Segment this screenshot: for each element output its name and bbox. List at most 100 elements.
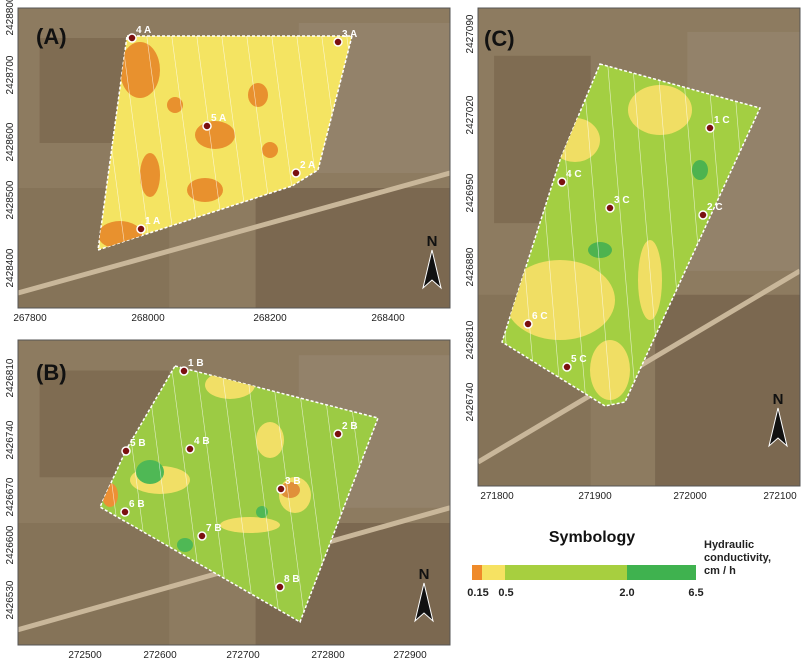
sample-point-label: 5 B: [130, 438, 146, 449]
conductivity-zone: [590, 340, 630, 400]
y-tick-label: 2428600: [5, 122, 16, 161]
study-field: [99, 365, 380, 624]
legend-break-label: 2.0: [619, 587, 634, 599]
legend-caption: cm / h: [704, 565, 736, 577]
sample-point: [275, 582, 285, 592]
y-tick-label: 2426530: [5, 580, 16, 619]
x-tick-label: 271900: [578, 491, 612, 502]
x-tick-label: 268400: [371, 313, 405, 324]
sample-point: [333, 429, 343, 439]
legend-swatch: [505, 565, 627, 580]
map-panel: [18, 340, 450, 645]
sample-point-label: 4 A: [136, 25, 151, 36]
field-parcel: [255, 188, 450, 308]
conductivity-zone: [120, 42, 160, 98]
north-arrow: [768, 407, 788, 448]
x-tick-label: 272500: [68, 650, 102, 658]
panel-label: (A): [36, 24, 67, 49]
legend-swatch: [472, 565, 482, 580]
map-panel: [18, 8, 450, 308]
transect: [627, 64, 669, 406]
sample-point: [202, 121, 212, 131]
y-tick-label: 2427020: [465, 95, 476, 134]
field-parcel: [655, 294, 800, 486]
sample-point: [179, 366, 189, 376]
field-parcel: [18, 523, 170, 645]
road: [18, 170, 450, 296]
sample-point-label: 3 C: [614, 195, 630, 206]
sample-point-label: 2 B: [342, 421, 358, 432]
north-label: N: [773, 391, 784, 408]
sample-point: [120, 507, 130, 517]
legend-swatch: [627, 565, 696, 580]
north-arrow: [422, 249, 442, 290]
transect: [242, 36, 284, 250]
x-tick-label: 272000: [673, 491, 707, 502]
y-tick-label: 2426600: [5, 525, 16, 564]
x-tick-label: 272100: [763, 491, 797, 502]
y-tick-label: 2426740: [5, 420, 16, 459]
transect: [117, 36, 159, 250]
sample-point: [276, 484, 286, 494]
y-tick-label: 2426810: [465, 320, 476, 359]
sample-point-label: 1 C: [714, 115, 730, 126]
legend-caption: Hydraulic: [704, 539, 754, 551]
transect: [142, 36, 184, 250]
x-tick-label: 272900: [393, 650, 427, 658]
legend-break-label: 0.15: [467, 587, 488, 599]
north-label: N: [419, 566, 430, 583]
sample-point-label: 5 A: [211, 113, 226, 124]
north-label: N: [427, 233, 438, 250]
conductivity-zone: [248, 83, 268, 107]
legend-break-label: 0.5: [498, 587, 513, 599]
sample-point-label: 2 C: [707, 202, 723, 213]
x-tick-label: 272600: [143, 650, 177, 658]
transect: [652, 64, 694, 406]
x-tick-label: 272800: [311, 650, 345, 658]
conductivity-zone: [177, 538, 193, 552]
panel-label: (C): [484, 26, 515, 51]
sample-point-label: 7 B: [206, 523, 222, 534]
north-arrow: [414, 582, 434, 623]
x-tick-label: 271800: [480, 491, 514, 502]
panel-frame: [17, 339, 451, 646]
legend-title: Symbology: [549, 529, 635, 546]
y-tick-label: 2426880: [465, 247, 476, 286]
conductivity-zone: [195, 121, 235, 149]
transect: [242, 366, 284, 622]
sample-point: [698, 210, 708, 220]
transect: [602, 64, 644, 406]
panel-frame: [17, 7, 451, 309]
sample-point: [136, 224, 146, 234]
sample-point: [291, 168, 301, 178]
sample-point: [705, 123, 715, 133]
sample-point: [562, 362, 572, 372]
y-tick-label: 2428800: [5, 0, 16, 35]
conductivity-zone: [140, 153, 160, 197]
legend-swatch: [482, 565, 505, 580]
conductivity-zone: [692, 160, 708, 180]
y-tick-label: 2427090: [465, 14, 476, 53]
conductivity-zone: [262, 142, 278, 158]
x-tick-label: 272700: [226, 650, 260, 658]
sample-point-label: 5 C: [571, 354, 587, 365]
sample-point-label: 3 A: [342, 29, 357, 40]
transect: [217, 36, 259, 250]
sample-point: [523, 319, 533, 329]
sample-point-label: 3 B: [285, 476, 301, 487]
conductivity-zone: [220, 517, 280, 533]
sample-point: [127, 33, 137, 43]
y-tick-label: 2428700: [5, 55, 16, 94]
sample-point-label: 6 B: [129, 499, 145, 510]
x-tick-label: 268000: [131, 313, 165, 324]
conductivity-zone: [187, 178, 223, 202]
conductivity-zone: [167, 97, 183, 113]
transect: [167, 36, 209, 250]
y-tick-label: 2428400: [5, 248, 16, 287]
sample-point: [121, 446, 131, 456]
y-tick-label: 2426950: [465, 173, 476, 212]
conductivity-zone: [638, 240, 662, 320]
map-panel: [478, 8, 800, 486]
sample-point-label: 4 B: [194, 436, 210, 447]
